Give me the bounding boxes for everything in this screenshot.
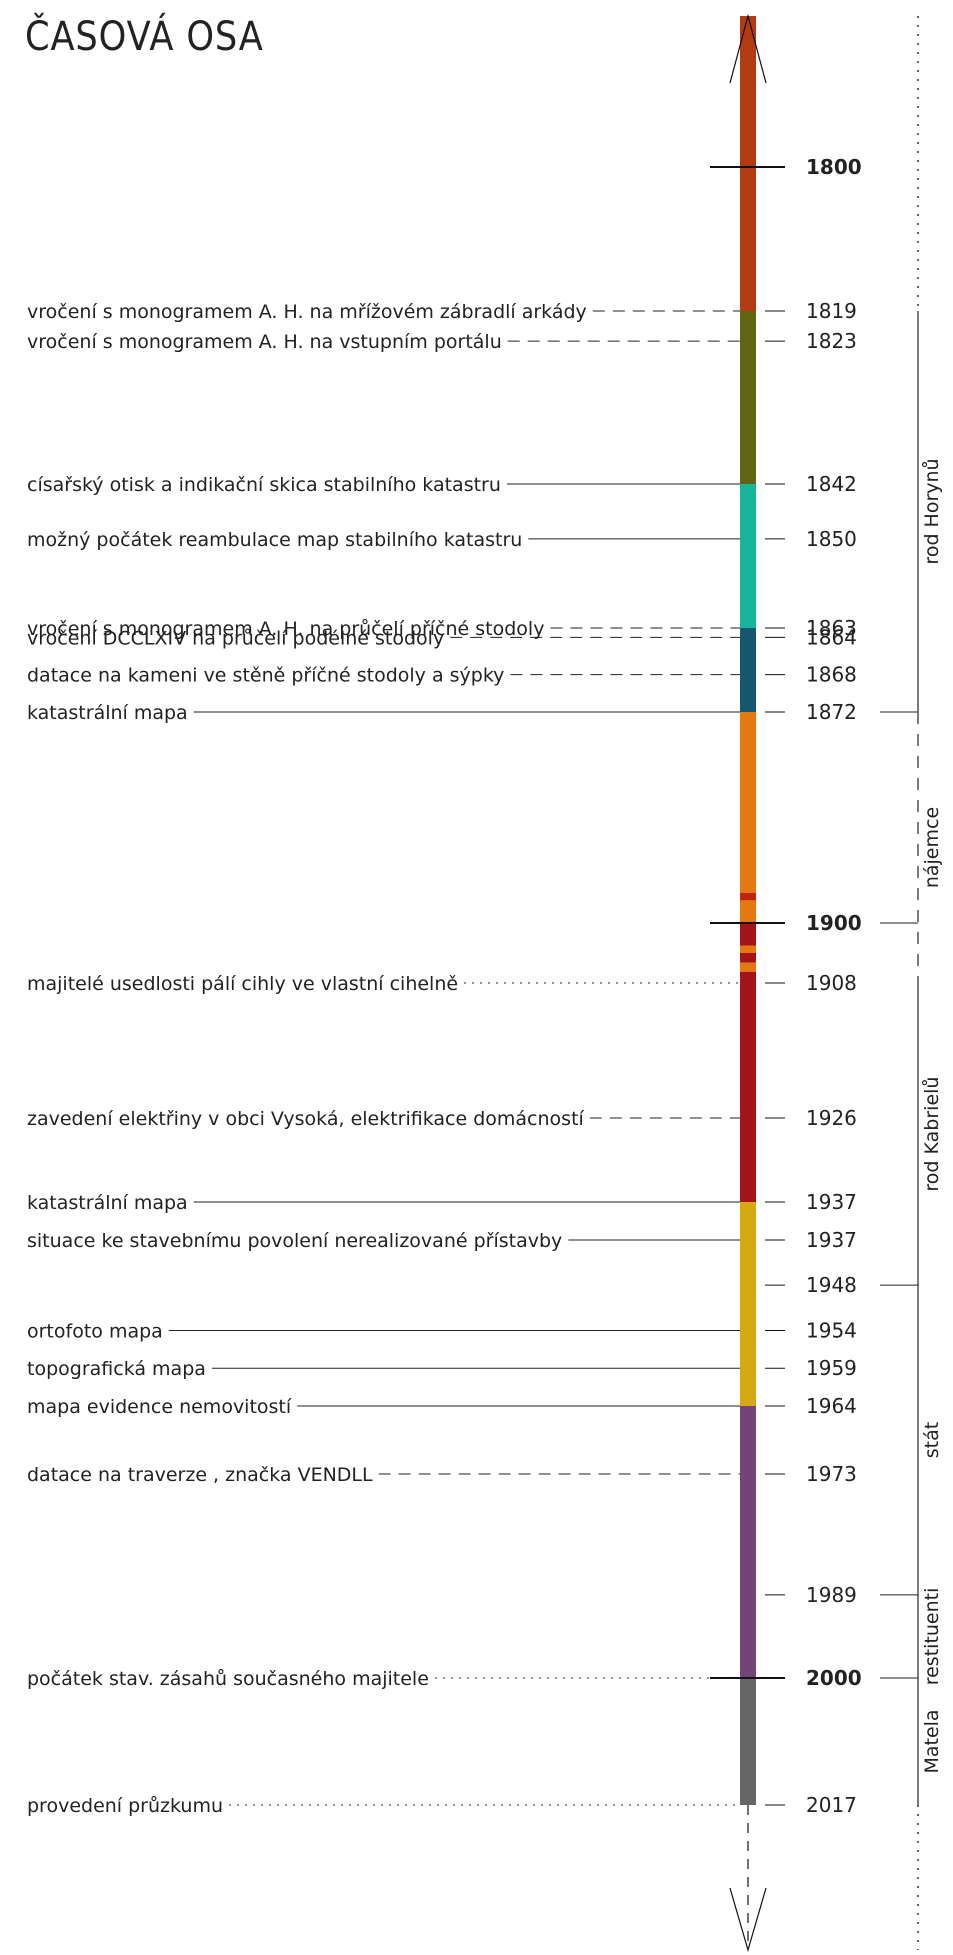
period-bar (740, 1406, 756, 1678)
year-label: 1973 (806, 1462, 857, 1486)
event-label: mapa evidence nemovitostí (27, 1396, 292, 1418)
timeline-arrow-down (729, 1887, 767, 1953)
event-label: majitelé usedlosti pálí cihly ve vlastní… (27, 973, 458, 995)
event-label: datace na kameni ve stěně příčné stodoly… (27, 665, 504, 687)
period-bar (740, 628, 756, 712)
event-label: datace na traverze , značka VENDLL (27, 1464, 373, 1486)
event-label: vročení DCCLXIV na průčelí podélné stodo… (27, 627, 444, 649)
event-label: topografická mapa (27, 1358, 206, 1380)
year-label: 1872 (806, 700, 857, 724)
year-label: 1819 (806, 299, 857, 323)
period-bar (740, 971, 756, 1202)
year-label: 2017 (806, 1793, 857, 1817)
year-label: 1908 (806, 971, 857, 995)
period-bar (740, 962, 756, 972)
year-label: 1937 (806, 1190, 857, 1214)
owner-label: nájemce (921, 807, 943, 888)
year-label: 1800 (806, 155, 862, 179)
year-label: 1964 (806, 1394, 857, 1418)
year-label: 2000 (806, 1666, 862, 1690)
year-label: 1954 (806, 1318, 857, 1342)
page-title: ČASOVÁ OSA (25, 14, 264, 60)
period-bar (740, 945, 756, 953)
owner-label: Matela (921, 1709, 943, 1773)
period-bar (740, 892, 756, 901)
period-bar (740, 484, 756, 628)
period-bar (740, 953, 756, 963)
year-label: 1868 (806, 663, 857, 687)
timeline-arrow-up (729, 13, 767, 84)
owner-label: rod Kabrielů (921, 1077, 943, 1192)
owner-label: stát (921, 1422, 943, 1458)
event-label: vročení s monogramem A. H. na vstupním p… (27, 331, 502, 353)
year-label: 1823 (806, 329, 857, 353)
event-label: vročení s monogramem A. H. na mřížovém z… (27, 301, 587, 323)
year-label: 1959 (806, 1356, 857, 1380)
period-bar (740, 16, 756, 311)
period-bar (740, 311, 756, 484)
event-label: vročení s monogramem A. H. na průčelí př… (27, 618, 544, 640)
event-label: zavedení elektřiny v obci Vysoká, elektr… (27, 1108, 585, 1130)
year-label: 1900 (806, 911, 862, 935)
period-bar (740, 712, 756, 893)
period-bar (740, 1202, 756, 1406)
period-bar (740, 923, 756, 946)
year-label: 1864 (806, 625, 857, 649)
period-bar (740, 900, 756, 923)
year-label: 1850 (806, 527, 857, 551)
year-label: 1948 (806, 1273, 857, 1297)
event-label: katastrální mapa (27, 702, 188, 724)
event-label: císařský otisk a indikační skica stabiln… (27, 474, 501, 496)
event-label: situace ke stavebnímu povolení nerealizo… (27, 1230, 562, 1252)
event-label: možný počátek reambulace map stabilního … (27, 529, 522, 551)
event-label: ortofoto mapa (27, 1320, 163, 1342)
owner-label: restituenti (921, 1588, 943, 1686)
event-label: provedení průzkumu (27, 1795, 223, 1817)
year-label: 1926 (806, 1106, 857, 1130)
period-bar (740, 1678, 756, 1805)
event-label: počátek stav. zásahů současného majitele (27, 1668, 429, 1690)
year-label: 1863 (806, 616, 857, 640)
year-label: 1989 (806, 1583, 857, 1607)
year-label: 1937 (806, 1228, 857, 1252)
event-label: katastrální mapa (27, 1192, 188, 1214)
year-label: 1842 (806, 472, 857, 496)
owner-label: rod Horynů (921, 458, 943, 564)
